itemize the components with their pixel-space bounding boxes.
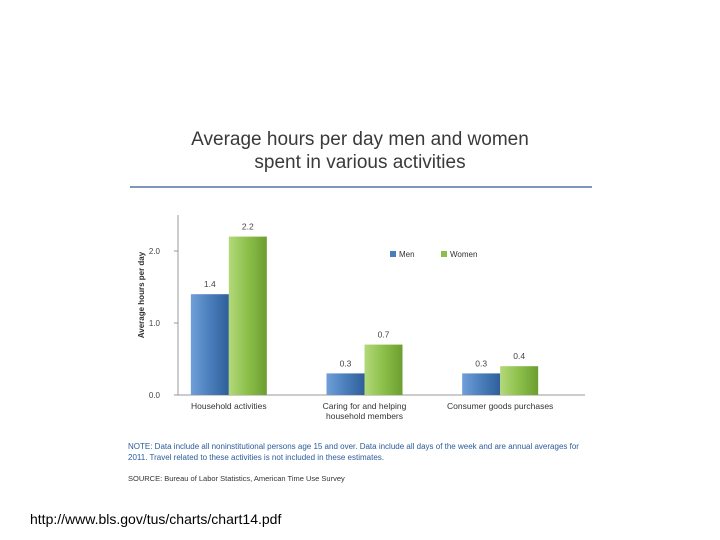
- bar-women-3: [500, 366, 539, 395]
- data-label-women-1: 2.2: [242, 222, 254, 232]
- y-tick-label: 2.0: [149, 247, 161, 256]
- legend-label-men: Men: [399, 250, 415, 259]
- bar-women-2: [364, 344, 403, 395]
- legend-label-women: Women: [450, 250, 477, 259]
- legend-swatch-women: [441, 251, 447, 257]
- bar-men-1: [190, 294, 229, 395]
- data-label-men-3: 0.3: [475, 358, 487, 368]
- chart-title: Average hours per day men and women spen…: [130, 128, 590, 174]
- chart-title-line-2: spent in various activities: [254, 152, 466, 173]
- bar-men-2: [326, 373, 365, 395]
- chart-note: NOTE: Data include all noninstitutional …: [128, 442, 579, 462]
- category-label-1: Household activities: [191, 401, 267, 411]
- data-label-men-1: 1.4: [204, 279, 216, 289]
- bar-women-1: [228, 236, 267, 395]
- chart-title-line-1: Average hours per day men and women: [191, 129, 529, 150]
- title-divider: [130, 186, 592, 188]
- legend-swatch-men: [390, 251, 396, 257]
- data-label-men-2: 0.3: [340, 358, 352, 368]
- data-label-women-3: 0.4: [513, 351, 525, 361]
- source-url[interactable]: http://www.bls.gov/tus/charts/chart14.pd…: [30, 511, 282, 527]
- chart-source: SOURCE: Bureau of Labor Statistics, Amer…: [128, 474, 345, 483]
- y-tick-label: 0.0: [149, 391, 161, 400]
- data-label-women-2: 0.7: [378, 330, 390, 340]
- y-axis-label: Average hours per day: [137, 251, 146, 338]
- category-label-2: Caring for and helping: [323, 401, 407, 411]
- bar-men-3: [462, 373, 501, 395]
- y-tick-label: 1.0: [149, 319, 161, 328]
- category-label-3: Consumer goods purchases: [447, 401, 553, 411]
- category-label-2: household members: [326, 411, 403, 421]
